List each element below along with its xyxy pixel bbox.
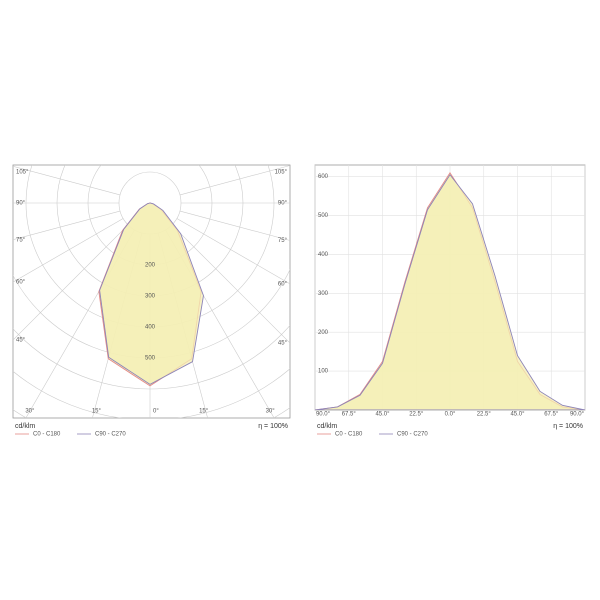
- grid-ray: [13, 210, 121, 240]
- angle-label: 30°: [266, 409, 276, 415]
- grid-ray: [13, 224, 129, 341]
- legend-label: C0 - C180: [33, 432, 61, 438]
- y-tick-label: 200: [318, 330, 329, 336]
- intensity-curve: [315, 173, 585, 410]
- curves: [315, 171, 585, 410]
- x-tick-label: 22.5°: [477, 412, 492, 418]
- grid-ray: [171, 224, 290, 344]
- radial-label: 300: [145, 294, 156, 300]
- angle-label: 105°: [16, 170, 29, 176]
- x-tick-label: 0.0°: [445, 412, 456, 418]
- radial-label: 400: [145, 325, 156, 331]
- intensity-curve: [99, 202, 204, 385]
- angle-label: 60°: [16, 280, 26, 286]
- angle-label: 15°: [199, 409, 209, 415]
- angle-label: 15°: [92, 409, 102, 415]
- angle-label: 90°: [278, 201, 288, 207]
- legend-label: C0 - C180: [335, 432, 363, 438]
- legend-label: C90 - C270: [95, 432, 126, 438]
- x-tick-label: 90.0°: [316, 412, 331, 418]
- radial-label: 500: [145, 356, 156, 362]
- x-tick-label: 67.5°: [544, 412, 559, 418]
- angle-label: 105°: [275, 170, 288, 176]
- angle-label: 60°: [278, 281, 288, 287]
- angle-label: 90°: [16, 201, 26, 207]
- x-tick-label: 45.0°: [375, 412, 390, 418]
- grid-ray: [179, 165, 290, 196]
- angle-label: 75°: [16, 237, 26, 243]
- y-tick-label: 100: [318, 369, 329, 375]
- grid-ray: [176, 218, 290, 285]
- x-tick-label: 67.5°: [342, 412, 357, 418]
- grid-ray: [179, 210, 290, 241]
- efficiency-note: η = 100%: [258, 423, 288, 430]
- angle-label: 45°: [16, 338, 26, 344]
- radial-label: 200: [145, 263, 156, 269]
- legend-label: C90 - C270: [397, 432, 428, 438]
- x-tick-label: 90.0°: [570, 412, 585, 418]
- x-tick-label: 22.5°: [409, 412, 424, 418]
- axis-unit: cd/klm: [317, 423, 337, 430]
- efficiency-note: η = 100%: [553, 423, 583, 430]
- y-tick-label: 400: [318, 252, 329, 258]
- angle-label: 0°: [153, 409, 159, 415]
- grid-ray: [13, 166, 121, 196]
- polar-grid: [13, 165, 290, 418]
- grid-ray: [13, 218, 124, 283]
- axis-unit: cd/klm: [15, 423, 35, 430]
- y-tick-label: 600: [318, 174, 329, 180]
- x-tick-label: 45.0°: [510, 412, 525, 418]
- y-tick-label: 500: [318, 213, 329, 219]
- angle-label: 75°: [278, 238, 288, 244]
- y-tick-label: 300: [318, 291, 329, 297]
- angle-label: 45°: [278, 341, 288, 347]
- angle-label: 30°: [25, 409, 35, 415]
